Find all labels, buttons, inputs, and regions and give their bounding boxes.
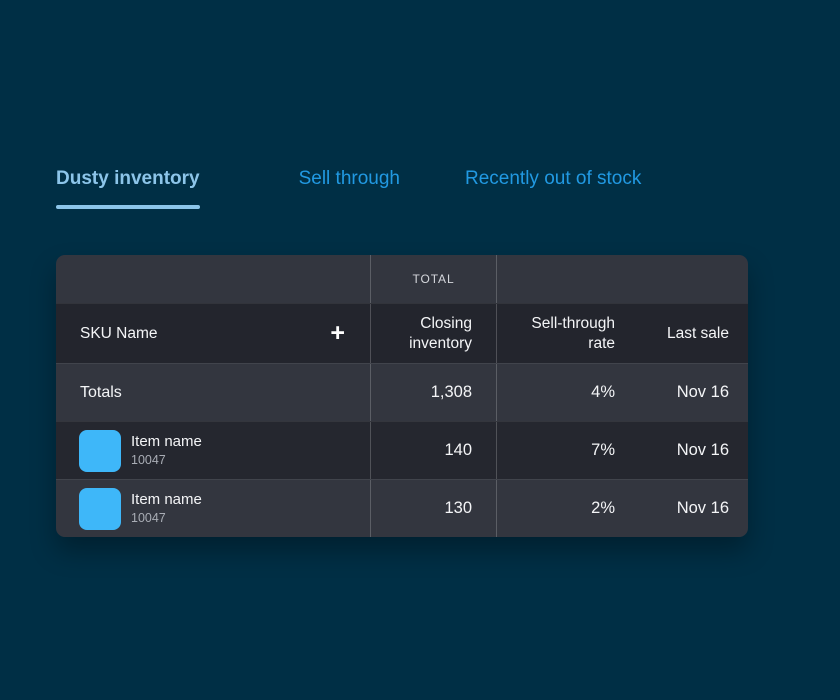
totals-label: Totals (80, 383, 122, 401)
tab-bar: Dusty inventory Sell through Recently ou… (56, 166, 641, 209)
totals-closing-inventory-cell: 1,308 (371, 364, 497, 421)
table-header-row: SKU Name + Closing inventory Sell-throug… (56, 303, 748, 363)
group-header-spacer-right (623, 255, 748, 303)
item-meta: Item name 10047 (131, 491, 202, 526)
closing-inventory-value: 130 (444, 499, 472, 517)
group-header-cell: TOTAL (371, 255, 497, 303)
closing-inventory-value: 140 (444, 441, 472, 459)
tab-dusty-inventory[interactable]: Dusty inventory (56, 166, 200, 209)
column-header-last-sale: Last sale (666, 324, 729, 342)
totals-row: Totals 1,308 4% Nov 16 (56, 363, 748, 421)
column-header-closing-inventory: Closing inventory (371, 304, 497, 363)
group-header-label: TOTAL (412, 272, 455, 286)
totals-closing-inventory-value: 1,308 (430, 383, 472, 401)
sell-through-value: 7% (591, 441, 615, 459)
active-tab-underline (56, 205, 200, 209)
item-thumbnail (79, 429, 121, 472)
sell-through-value: 2% (591, 499, 615, 517)
item-name: Item name (131, 491, 202, 509)
item-sku: 10047 (131, 453, 166, 468)
totals-sell-through-value: 4% (591, 383, 615, 401)
item-thumbnail (79, 487, 121, 530)
add-column-icon[interactable]: + (330, 319, 345, 347)
sku-name-header-label: SKU Name (80, 324, 158, 342)
totals-sell-through-cell: 4% (497, 364, 623, 421)
table-row[interactable]: Item name 10047 130 2% Nov 16 (56, 479, 748, 537)
dusty-inventory-table: TOTAL SKU Name + Closing inventory Sell-… (56, 255, 748, 537)
closing-inventory-cell: 130 (371, 480, 497, 537)
group-header-spacer-left (56, 255, 371, 303)
column-header-sku-name: SKU Name + (56, 304, 371, 363)
last-sale-value: Nov 16 (676, 499, 729, 517)
totals-label-cell: Totals (56, 364, 371, 421)
item-cell: Item name 10047 (56, 480, 371, 537)
last-sale-cell: Nov 16 (623, 422, 748, 479)
tab-recently-out-of-stock[interactable]: Recently out of stock (465, 168, 642, 189)
sell-through-cell: 7% (497, 422, 623, 479)
last-sale-cell: Nov 16 (623, 480, 748, 537)
sell-through-cell: 2% (497, 480, 623, 537)
group-header-spacer-mid (497, 255, 623, 303)
last-sale-value: Nov 16 (676, 441, 729, 459)
item-cell: Item name 10047 (56, 422, 371, 479)
totals-last-sale-cell: Nov 16 (623, 364, 748, 421)
item-name: Item name (131, 433, 202, 451)
item-sku: 10047 (131, 511, 166, 526)
item-meta: Item name 10047 (131, 433, 202, 468)
totals-last-sale-value: Nov 16 (676, 383, 729, 401)
table-row[interactable]: Item name 10047 140 7% Nov 16 (56, 421, 748, 479)
tab-sell-through[interactable]: Sell through (298, 168, 400, 189)
column-header-sell-through-rate: Sell-through rate (531, 315, 615, 352)
closing-inventory-cell: 140 (371, 422, 497, 479)
tab-dusty-inventory-label: Dusty inventory (56, 168, 200, 189)
table-group-header-row: TOTAL (56, 255, 748, 303)
